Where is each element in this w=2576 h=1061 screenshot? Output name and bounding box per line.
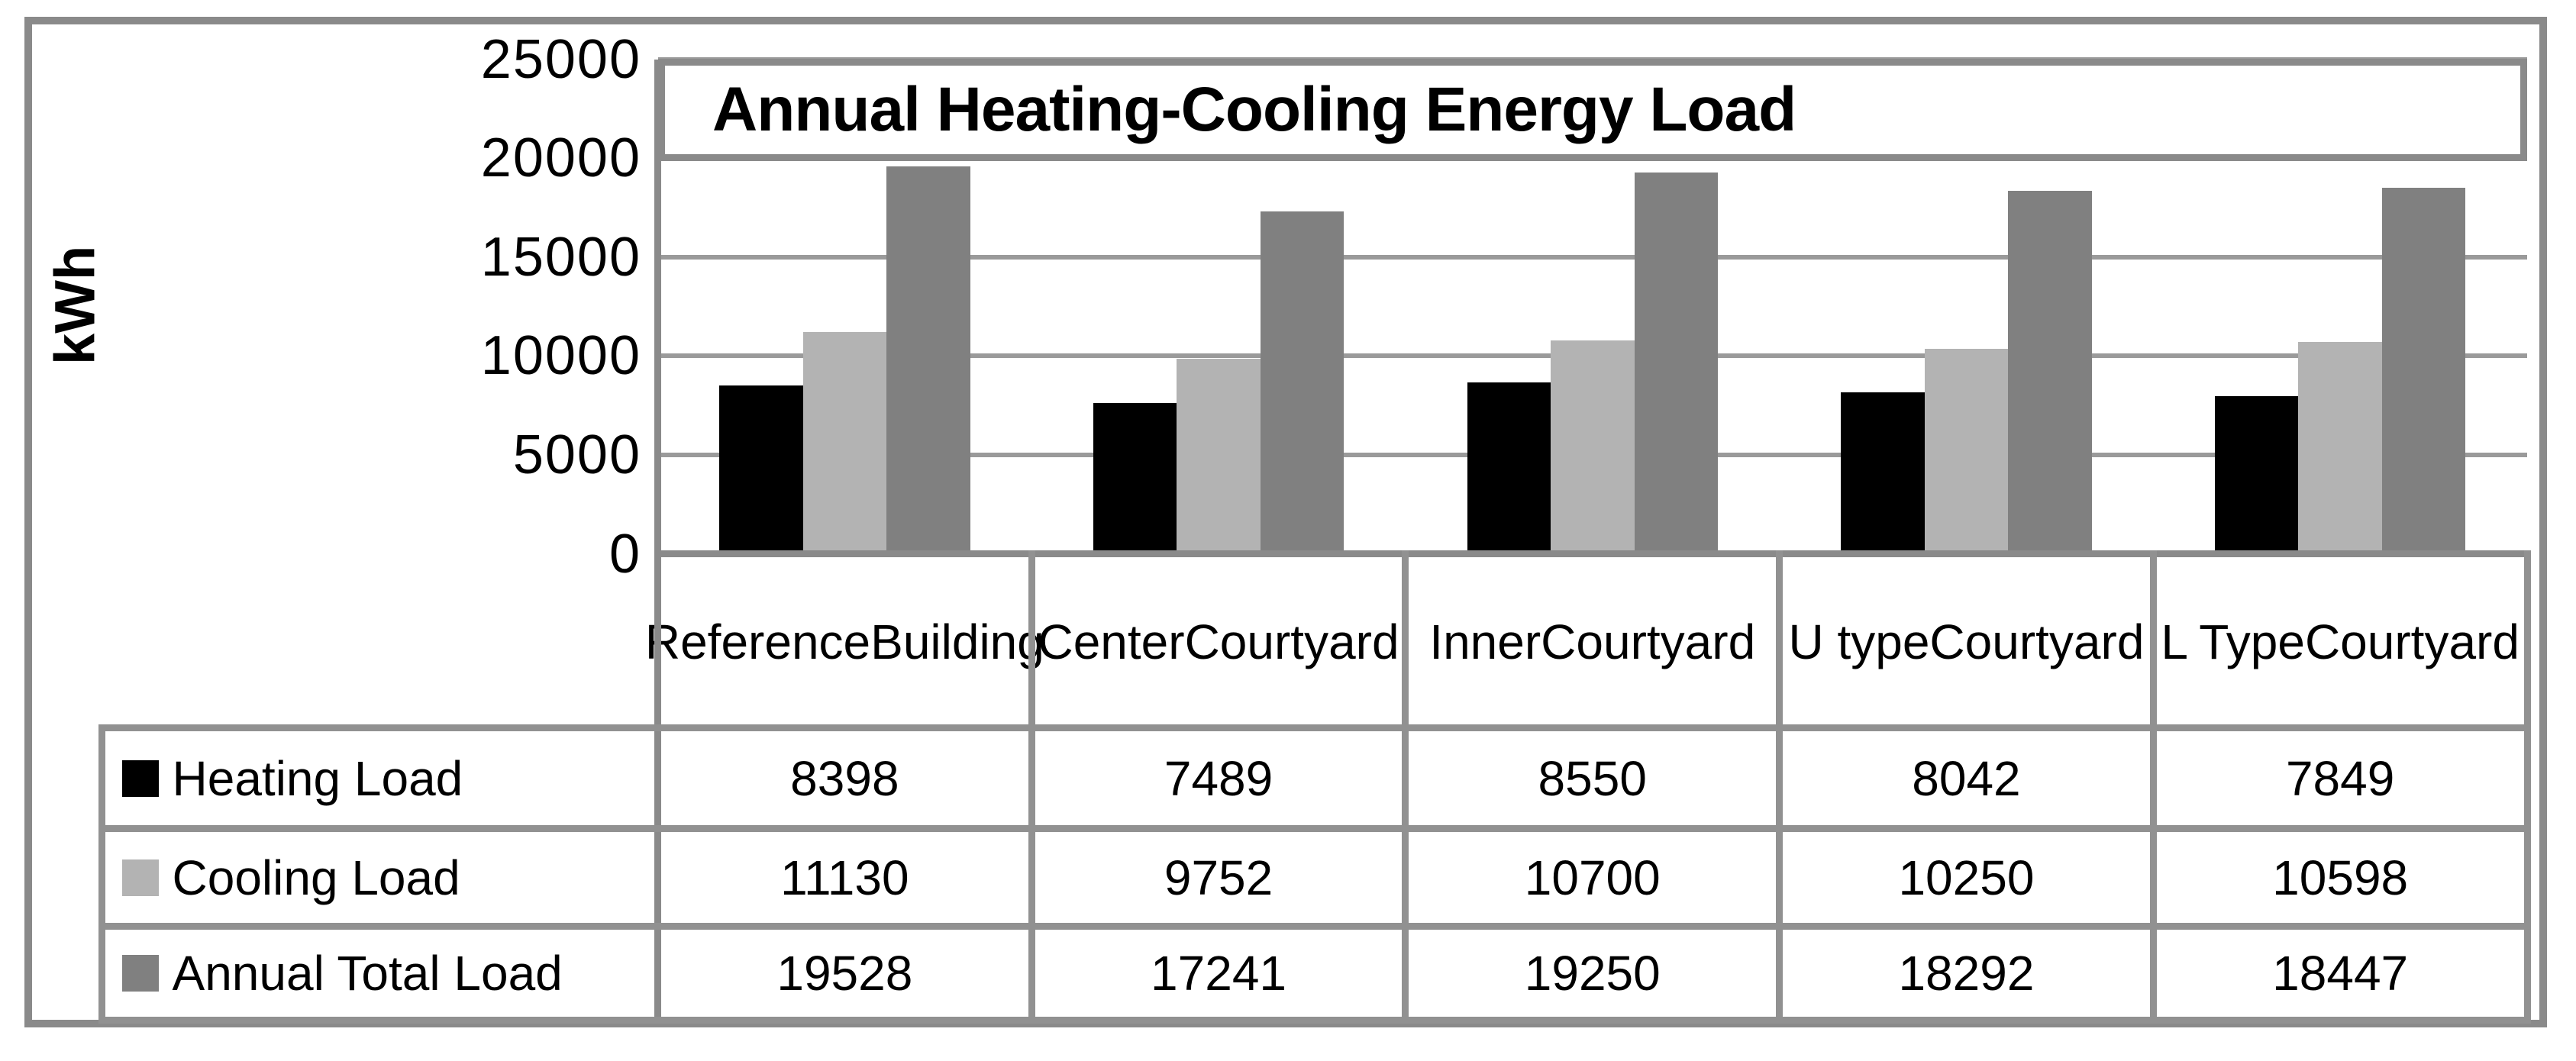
value-cell: 11130	[780, 850, 909, 905]
y-tick-label: 25000	[480, 28, 641, 90]
x-axis-line	[654, 550, 2527, 557]
bar-heating-load-reference-building	[719, 385, 803, 550]
table-row-line	[98, 825, 2531, 832]
y-tick-label: 20000	[480, 127, 641, 189]
legend-swatch-annual-total-load	[121, 955, 159, 992]
category-header-label: U type	[1788, 614, 1930, 670]
chart-title: Annual Heating-Cooling Energy Load	[712, 75, 1796, 144]
category-header-label: Building	[870, 614, 1044, 670]
series-name-label: Cooling Load	[172, 850, 460, 905]
bar-annual-total-load-l-type-courtyard	[2381, 188, 2466, 550]
table-row-line	[98, 724, 2531, 731]
series-label-heating-load: Heating Load	[105, 731, 652, 825]
value-cell: 7849	[2285, 750, 2395, 806]
category-header-reference-building: Reference Building	[645, 560, 1044, 725]
table-row-line	[98, 1017, 2531, 1024]
bar-heating-load-inner-courtyard	[1467, 382, 1551, 550]
series-name-label: Annual Total Load	[172, 946, 563, 1001]
bar-cooling-load-reference-building	[802, 331, 887, 550]
bar-annual-total-load-reference-building	[886, 166, 970, 550]
bar-annual-total-load-inner-courtyard	[1634, 172, 1718, 550]
y-tick-label: 5000	[512, 424, 641, 485]
chart-title-box: Annual Heating-Cooling Energy Load	[658, 59, 2527, 161]
category-header-inner-courtyard: Inner Courtyard	[1406, 560, 1780, 725]
bar-annual-total-load-u-type-courtyard	[2008, 191, 2092, 550]
value-cell: 17241	[1151, 946, 1287, 1001]
value-cell: 10598	[2272, 850, 2409, 905]
series-label-cooling-load: Cooling Load	[105, 832, 652, 923]
bar-cooling-load-u-type-courtyard	[1924, 349, 2009, 550]
bar-cooling-load-center-courtyard	[1177, 358, 1261, 550]
category-header-label: Courtyard	[2304, 614, 2520, 670]
value-cell: 19528	[776, 946, 913, 1001]
bar-annual-total-load-center-courtyard	[1260, 211, 1344, 550]
y-axis-line	[654, 59, 661, 1024]
category-header-label: Courtyard	[1541, 614, 1756, 670]
value-cell: 10700	[1524, 850, 1661, 905]
value-cell: 8042	[1912, 750, 2021, 806]
category-header-u-type-courtyard: U type Courtyard	[1780, 560, 2154, 725]
series-label-annual-total-load: Annual Total Load	[105, 930, 652, 1017]
table-column-line	[1776, 550, 1784, 1024]
value-cell: 10250	[1898, 850, 2035, 905]
category-header-label: L Type	[2161, 614, 2305, 670]
value-cell: 8398	[790, 750, 899, 806]
table-column-line	[1402, 550, 1409, 1024]
category-header-label: Center	[1038, 614, 1185, 670]
category-header-l-type-courtyard: L Type Courtyard	[2153, 560, 2527, 725]
value-cell: 8550	[1538, 750, 1647, 806]
value-cell: 7489	[1164, 750, 1273, 806]
category-header-center-courtyard: Center Courtyard	[1031, 560, 1406, 725]
chart-outer-frame	[24, 17, 2547, 1027]
category-header-label: Courtyard	[1184, 614, 1399, 670]
y-tick-label: 0	[608, 523, 641, 585]
category-header-label: Reference	[644, 614, 871, 670]
gridline	[657, 254, 2527, 260]
value-cell: 19250	[1524, 946, 1661, 1001]
value-cell: 9752	[1164, 850, 1273, 905]
category-header-label: Courtyard	[1929, 614, 2145, 670]
table-left-border	[98, 724, 105, 1024]
legend-swatch-heating-load	[121, 759, 159, 797]
series-name-label: Heating Load	[172, 750, 463, 806]
bar-cooling-load-inner-courtyard	[1551, 340, 1635, 550]
table-column-line	[2149, 550, 2157, 1024]
value-cell: 18292	[1898, 946, 2035, 1001]
y-tick-label: 10000	[480, 325, 641, 387]
value-cell: 18447	[2272, 946, 2409, 1001]
y-tick-label: 15000	[480, 226, 641, 288]
bar-heating-load-u-type-courtyard	[1841, 392, 1925, 550]
bar-heating-load-l-type-courtyard	[2214, 395, 2299, 550]
table-column-line	[1028, 550, 1035, 1024]
bar-heating-load-center-courtyard	[1093, 403, 1177, 550]
table-column-line	[2523, 550, 2531, 1024]
bar-cooling-load-l-type-courtyard	[2298, 342, 2382, 550]
y-axis-title: kWh	[43, 245, 107, 366]
table-row-line	[98, 923, 2531, 930]
category-header-label: Inner	[1429, 614, 1541, 670]
legend-swatch-cooling-load	[121, 859, 159, 896]
